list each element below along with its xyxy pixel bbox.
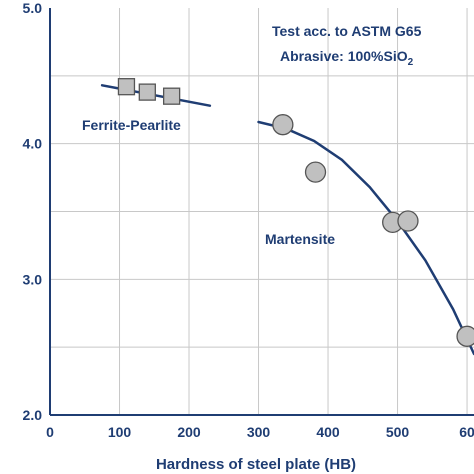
tick-labels: 0 100 200 300 400 500 60 2.0 3.0 4.0 5.0 (23, 0, 474, 440)
y-tick-label: 5.0 (23, 0, 43, 16)
x-tick-label: 300 (247, 424, 271, 440)
ferrite-pearlite-point (117, 78, 136, 96)
x-tick-label: 0 (46, 424, 54, 440)
grid (50, 8, 474, 415)
data-markers (117, 78, 474, 347)
x-tick-label: 100 (108, 424, 132, 440)
test-standard-annotation: Test acc. to ASTM G65 (272, 23, 422, 39)
x-tick-label: 200 (177, 424, 201, 440)
ferrite-pearlite-label: Ferrite-Pearlite (82, 117, 181, 133)
ferrite-pearlite-point (138, 83, 156, 101)
x-axis-title: Hardness of steel plate (HB) (156, 456, 356, 473)
martensite-point (397, 210, 419, 232)
martensite-point (272, 114, 294, 136)
x-tick-label: 400 (316, 424, 340, 440)
abrasive-annotation: Abrasive: 100%SiO2 (280, 48, 414, 68)
y-tick-label: 3.0 (23, 271, 43, 287)
martensite-trend-line (257, 120, 474, 356)
martensite-label: Martensite (265, 231, 335, 247)
y-tick-label: 2.0 (23, 407, 43, 423)
x-tick-label: 60 (459, 424, 474, 440)
martensite-point (304, 161, 327, 183)
x-tick-label: 500 (386, 424, 410, 440)
axes (49, 8, 474, 416)
ferrite-pearlite-point (162, 87, 181, 105)
abrasive-annotation-text: Abrasive: 100%SiO (280, 48, 408, 64)
abrasive-subscript: 2 (408, 57, 414, 68)
martensite-point (456, 325, 474, 347)
y-tick-label: 4.0 (23, 136, 43, 152)
